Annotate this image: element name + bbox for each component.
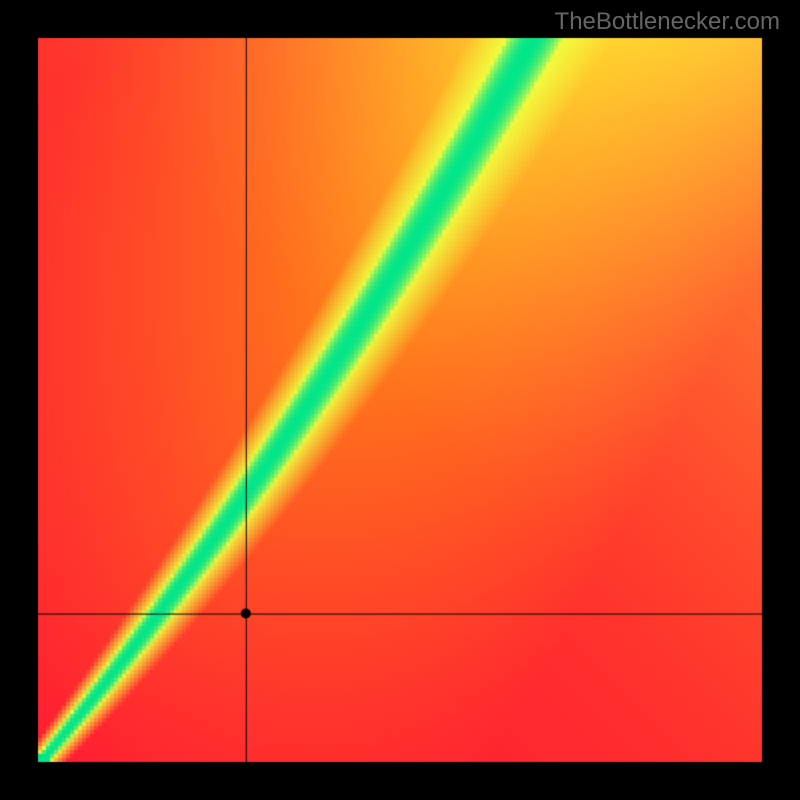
bottleneck-heatmap <box>0 0 800 800</box>
attribution-text: TheBottlenecker.com <box>555 8 780 36</box>
chart-container: TheBottlenecker.com <box>0 0 800 800</box>
